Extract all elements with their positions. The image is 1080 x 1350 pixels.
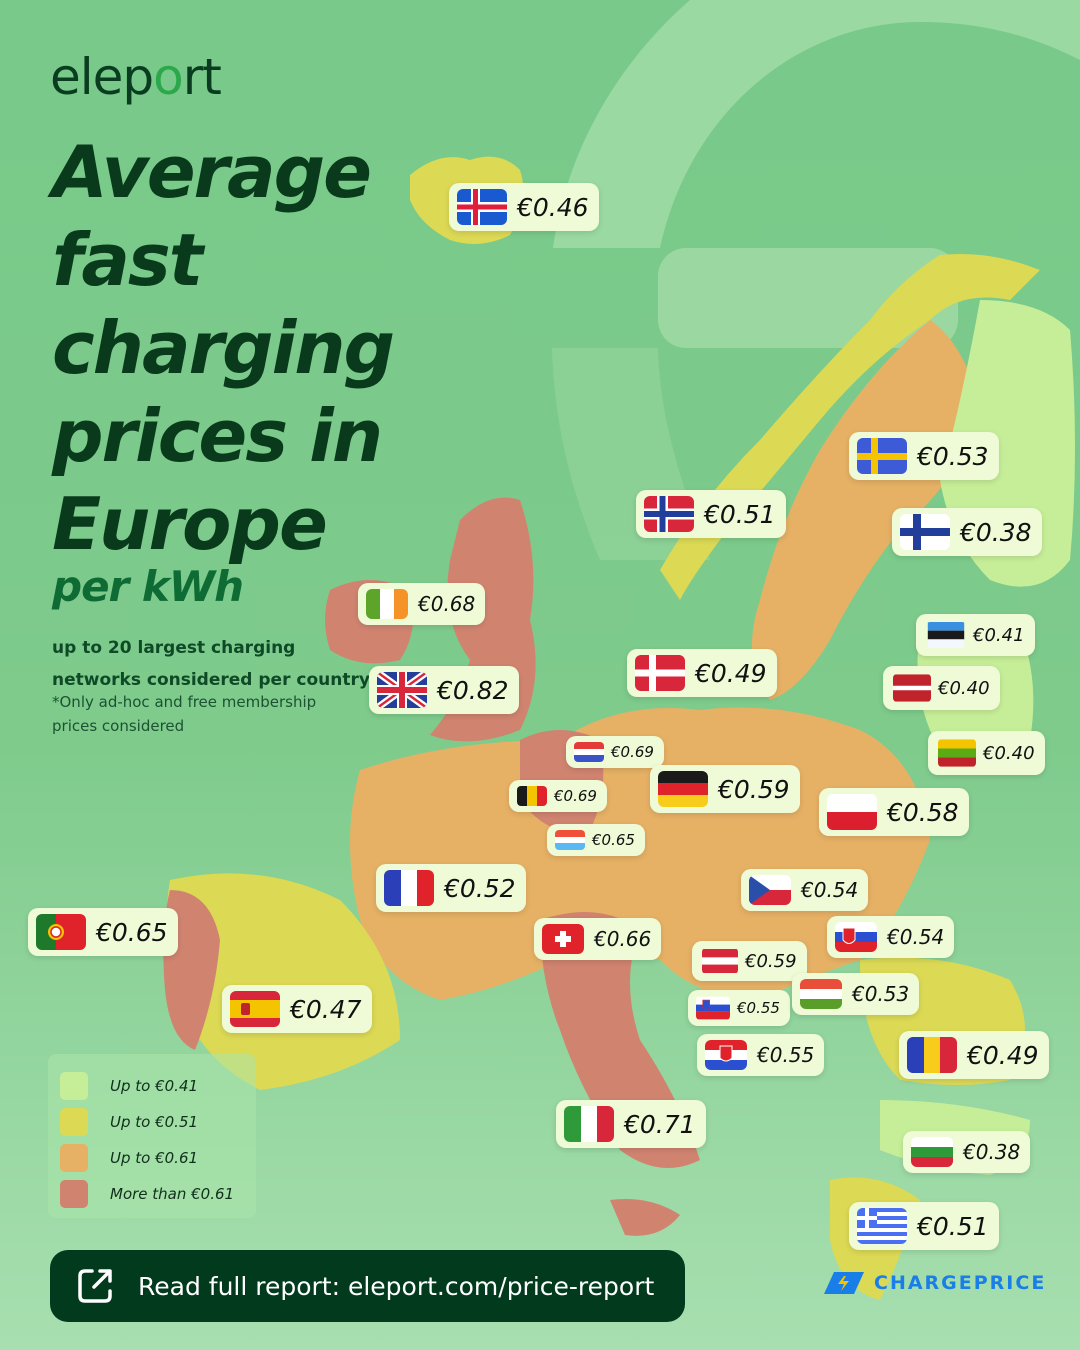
legend-swatch [60,1144,88,1172]
country-label-austria: €0.59 [692,941,807,981]
flag-united-kingdom-icon [377,672,427,708]
flag-netherlands-icon [574,742,604,762]
chargeprice-logo: CHARGEPRICE [822,1270,1046,1296]
country-label-czech-republic: €0.54 [741,869,869,911]
country-label-slovenia: €0.55 [688,990,790,1026]
country-label-germany: €0.59 [650,765,800,813]
flag-bulgaria-icon [911,1137,953,1167]
country-label-croatia: €0.55 [697,1034,825,1076]
map-legend: Up to €0.41 Up to €0.51 Up to €0.61 More… [48,1054,256,1218]
page-title: Average fast charging prices in Europe [52,130,395,566]
legend-item-mid-high: Up to €0.61 [60,1140,244,1176]
methodology-description: up to 20 largest charging networks consi… [52,638,370,690]
flag-croatia-icon [705,1040,747,1070]
legend-item-low: Up to €0.41 [60,1068,244,1104]
flag-luxembourg-icon [555,830,585,850]
flag-czech-republic-icon [749,875,791,905]
flag-latvia-icon [893,674,931,702]
flag-portugal-icon [36,914,86,950]
methodology-note: *Only ad-hoc and free membership prices … [52,693,317,735]
country-label-latvia: €0.40 [883,666,1000,710]
country-label-lithuania: €0.40 [928,731,1045,775]
country-label-italy: €0.71 [556,1100,706,1148]
country-label-luxembourg: €0.65 [547,824,645,856]
country-label-greece: €0.51 [849,1202,999,1250]
flag-denmark-icon [635,655,685,691]
country-label-switzerland: €0.66 [534,918,662,960]
country-label-hungary: €0.53 [792,973,920,1015]
country-label-belgium: €0.69 [509,780,607,812]
country-label-portugal: €0.65 [28,908,178,956]
flag-italy-icon [564,1106,614,1142]
read-full-report-button[interactable]: Read full report: eleport.com/price-repo… [50,1250,685,1322]
chargeprice-bolt-icon [824,1272,864,1294]
eleport-logo: eleport [50,48,222,106]
flag-sweden-icon [857,438,907,474]
legend-swatch [60,1180,88,1208]
country-label-bulgaria: €0.38 [903,1131,1031,1173]
flag-france-icon [384,870,434,906]
country-label-iceland: €0.46 [449,183,599,231]
legend-item-high: More than €0.61 [60,1176,244,1212]
country-label-norway: €0.51 [636,490,786,538]
flag-austria-icon [702,949,738,973]
flag-germany-icon [658,771,708,807]
legend-swatch [60,1072,88,1100]
flag-estonia-icon [927,622,965,648]
country-label-denmark: €0.49 [627,649,777,697]
country-label-united-kingdom: €0.82 [369,666,519,714]
country-label-romania: €0.49 [899,1031,1049,1079]
country-label-finland: €0.38 [892,508,1042,556]
country-label-sweden: €0.53 [849,432,999,480]
flag-slovenia-icon [696,996,730,1020]
flag-greece-icon [857,1208,907,1244]
flag-switzerland-icon [542,924,584,954]
flag-iceland-icon [457,189,507,225]
flag-poland-icon [827,794,877,830]
page-subtitle: per kWh [52,562,244,611]
flag-finland-icon [900,514,950,550]
country-label-netherlands: €0.69 [566,736,664,768]
flag-lithuania-icon [938,739,976,767]
flag-slovakia-icon [835,922,877,952]
read-full-report-label: Read full report: eleport.com/price-repo… [138,1271,655,1301]
country-label-france: €0.52 [376,864,526,912]
flag-norway-icon [644,496,694,532]
country-label-slovakia: €0.54 [827,916,955,958]
flag-spain-icon [230,991,280,1027]
country-label-poland: €0.58 [819,788,969,836]
flag-hungary-icon [800,979,842,1009]
flag-romania-icon [907,1037,957,1073]
flag-ireland-icon [366,589,408,619]
external-link-icon [78,1269,112,1303]
country-label-estonia: €0.41 [916,614,1035,656]
country-label-spain: €0.47 [222,985,372,1033]
legend-item-mid-low: Up to €0.51 [60,1104,244,1140]
legend-swatch [60,1108,88,1136]
country-label-ireland: €0.68 [358,583,486,625]
flag-belgium-icon [517,786,547,806]
